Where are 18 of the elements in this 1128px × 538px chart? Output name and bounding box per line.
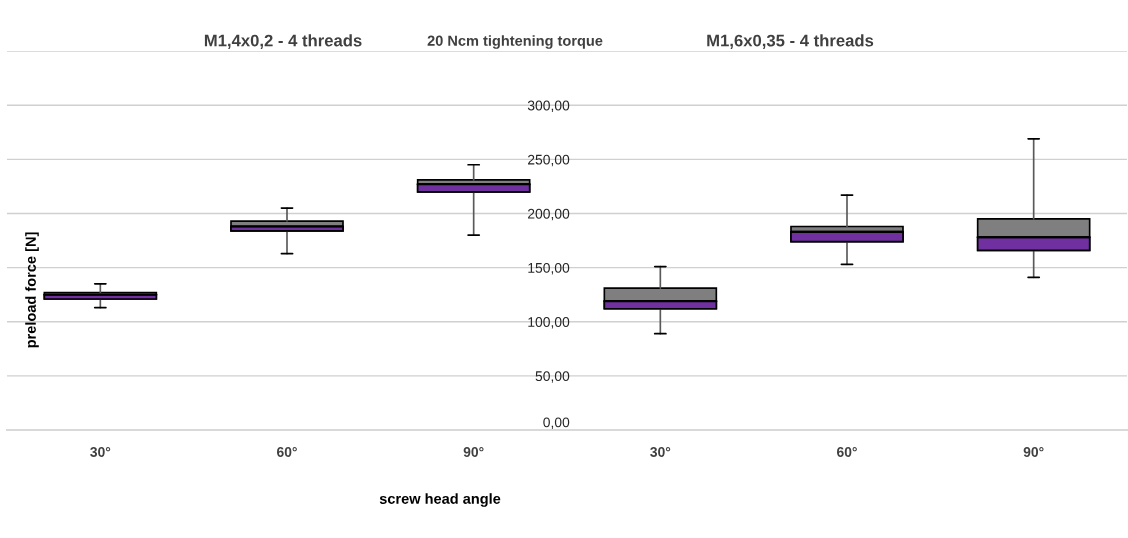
text: M1,6x0,35 - 4 threads	[707, 34, 874, 49]
x-tick-label: 60°	[837, 447, 857, 457]
y-tick-label: 50,00	[535, 371, 570, 383]
chart-title: 20 Ncm tightening torque	[427, 35, 603, 49]
text: M1,4x0,2 - 4 threads	[204, 34, 362, 49]
y-tick-label: 250,00	[528, 154, 570, 167]
x-tick-label: 90°	[463, 447, 484, 457]
x-axis-title: screw head angle	[379, 493, 501, 507]
x-tick-label: 30°	[650, 447, 671, 457]
y-axis-title: preload force [N]	[25, 232, 39, 348]
x-tick-label: 60°	[277, 447, 297, 457]
x-tick-label: 30°	[90, 447, 111, 457]
y-tick-label: 100,00	[528, 317, 570, 329]
y-tick-label: 0,00	[543, 417, 570, 429]
x-tick-label: 90°	[1023, 447, 1044, 457]
y-tick-label: 150,00	[528, 262, 570, 275]
y-tick-label: 300,00	[527, 100, 570, 113]
y-tick-label: 200,00	[528, 208, 570, 221]
